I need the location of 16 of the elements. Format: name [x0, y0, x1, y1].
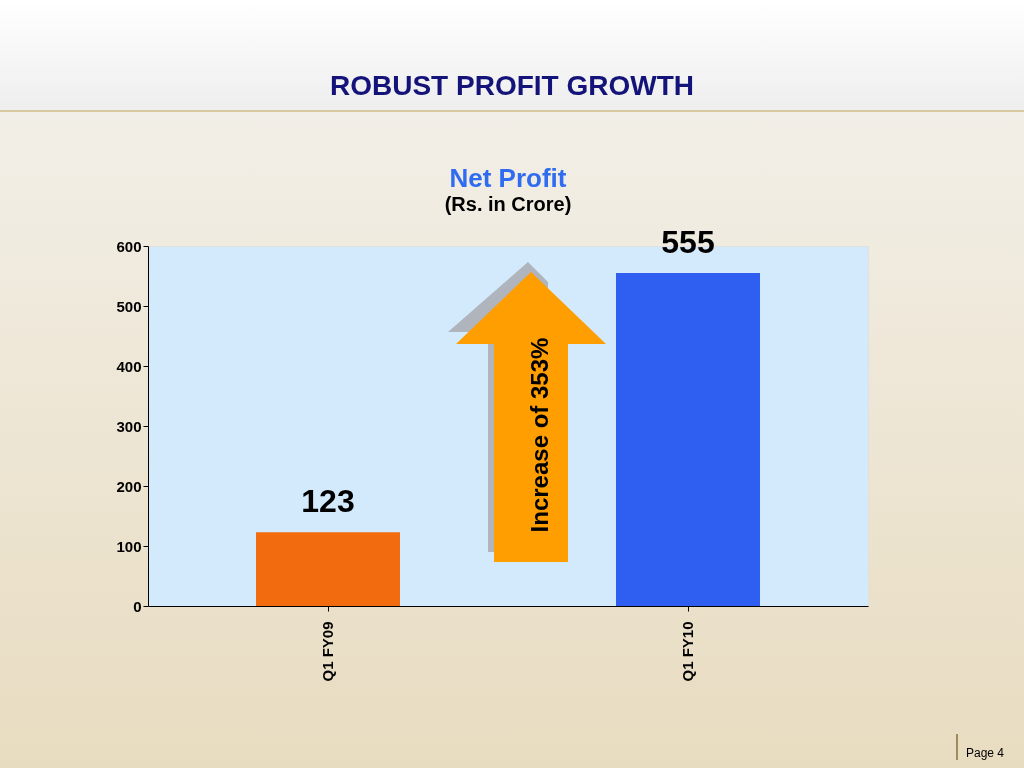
x-tick-label: Q1 FY10: [679, 621, 696, 682]
y-tick-label: 500: [116, 297, 142, 315]
y-tick-label: 100: [116, 537, 142, 555]
data-label: 555: [661, 224, 715, 260]
y-tick-label: 0: [133, 597, 142, 615]
text: Page 4: [955, 734, 1004, 760]
y-tick-label: 300: [116, 417, 142, 435]
data-label: 123: [301, 483, 355, 520]
chart-title: ROBUST PROFIT GROWTH: [329, 70, 695, 102]
annotation: Increase of 353%: [526, 337, 554, 533]
y-tick-label: 200: [116, 477, 142, 495]
y-tick-label: 600: [116, 237, 142, 255]
chart-subtitle: Net Profit: [449, 163, 567, 193]
x-tick-label: Q1 FY09: [319, 621, 336, 682]
y-tick-label: 400: [116, 357, 142, 375]
text: (Rs. in Crore): [444, 193, 572, 215]
